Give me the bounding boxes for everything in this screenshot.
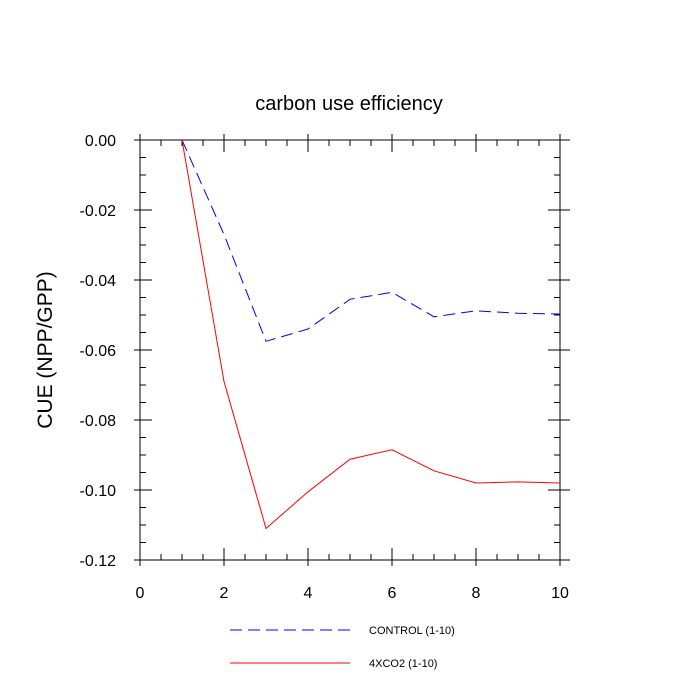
series-line-4xco2: [181, 139, 561, 530]
y-tick-label: -0.10: [80, 483, 117, 500]
y-tick-label: -0.08: [80, 413, 117, 430]
plot-series: [181, 139, 561, 530]
chart-legend: CONTROL (1-10) 4XCO2 (1-10): [230, 625, 455, 670]
x-tick-label: 4: [304, 585, 313, 602]
y-axis-label: CUE (NPP/GPP): [34, 271, 57, 429]
y-tick-label: 0.00: [85, 133, 116, 150]
x-tick-label: 6: [388, 585, 397, 602]
x-tick-label: 10: [551, 585, 569, 602]
plot-frame: [139, 139, 561, 561]
y-tick-label: -0.06: [80, 343, 117, 360]
y-tick-label: -0.02: [80, 203, 117, 220]
y-tick-label: -0.04: [80, 273, 117, 290]
x-tick-label: 0: [136, 585, 145, 602]
legend-label: CONTROL (1-10): [369, 625, 455, 637]
x-tick-label: 8: [472, 585, 481, 602]
y-tick-label: -0.12: [80, 553, 117, 570]
chart-title: carbon use efficiency: [255, 93, 443, 115]
x-tick-label: 2: [220, 585, 229, 602]
series-line-control: [181, 139, 561, 342]
legend-label: 4XCO2 (1-10): [369, 658, 437, 670]
plot-axes: 0 2 4 6 8 10 0.00 -0.02 -0.04 -0.06 -0.08 -0.10 -0.1…: [80, 133, 570, 602]
